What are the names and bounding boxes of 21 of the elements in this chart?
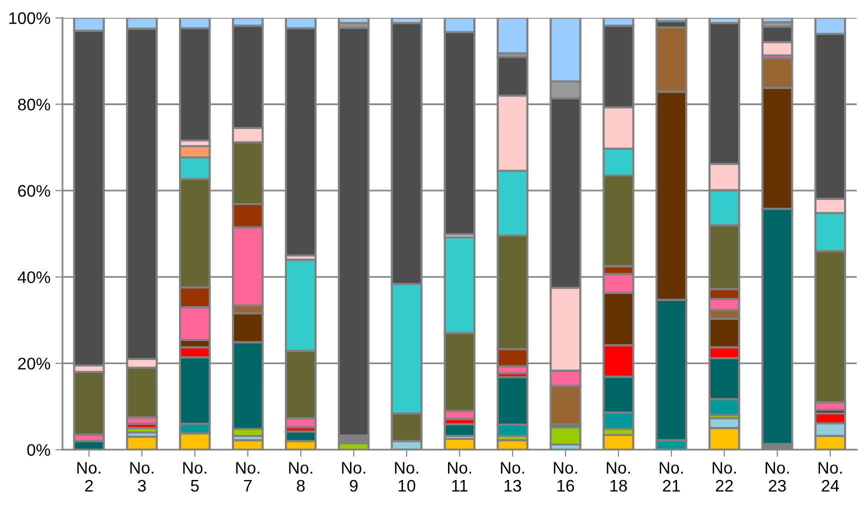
y-tick-label: 80%	[18, 98, 50, 110]
y-tick-label: 20%	[18, 358, 50, 370]
x-tick-label: No. 21	[660, 462, 683, 492]
x-tick-label: No. 7	[236, 462, 260, 492]
x-tick-label: No. 10	[395, 462, 418, 492]
x-tick-label: No. 22	[712, 462, 736, 492]
x-tick-label: No. 5	[183, 462, 206, 492]
x-tick-label: No. 23	[766, 462, 789, 492]
x-tick-label: No. 13	[500, 462, 524, 492]
x-tick-label: No. 2	[77, 462, 100, 492]
y-tick-label: 40%	[18, 271, 50, 284]
x-tick-label: No. 9	[342, 462, 366, 492]
y-tick-label: 100%	[9, 12, 50, 24]
y-tick-label: 60%	[18, 185, 50, 197]
x-tick-label: No. 8	[289, 462, 312, 492]
x-tick-label: No. 11	[448, 462, 472, 492]
x-tick-label: No. 16	[554, 462, 577, 492]
x-tick-label: No. 18	[606, 462, 630, 492]
y-tick-label: 0%	[27, 444, 50, 456]
x-tick-label: No. 24	[818, 462, 842, 492]
x-tick-label: No. 3	[130, 462, 154, 492]
